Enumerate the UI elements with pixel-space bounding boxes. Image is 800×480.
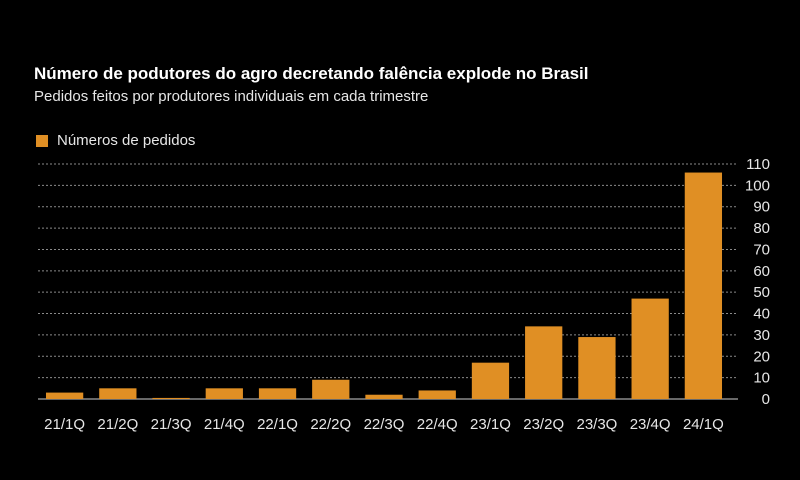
y-axis-ticks: 0 10 20 30 40 50 60 70 80 90 100 110 — [745, 156, 770, 408]
y-tick-label: 80 — [753, 220, 770, 237]
y-tick-label: 50 — [753, 284, 770, 301]
legend-swatch — [36, 134, 48, 147]
x-tick-label: 24/1Q — [683, 416, 724, 433]
y-tick-label: 10 — [753, 370, 770, 387]
chart-subtitle: Pedidos feitos por produtores individuai… — [34, 88, 429, 105]
y-tick-label: 100 — [745, 177, 770, 194]
x-tick-label: 21/1Q — [44, 416, 85, 433]
bar — [684, 172, 723, 399]
bar — [152, 397, 190, 399]
gridlines — [38, 163, 738, 400]
y-tick-label: 90 — [753, 199, 770, 216]
y-tick-label: 60 — [753, 263, 770, 280]
bar — [205, 388, 243, 399]
y-tick-label: 70 — [753, 241, 770, 258]
bar — [631, 298, 669, 399]
x-tick-label: 23/3Q — [576, 416, 617, 433]
x-tick-label: 22/2Q — [310, 416, 351, 433]
y-tick-label: 110 — [746, 156, 770, 173]
y-tick-label: 30 — [753, 327, 770, 344]
bar — [45, 392, 84, 399]
legend-label: Números de pedidos — [57, 132, 196, 149]
bar — [525, 326, 563, 399]
y-tick-label: 0 — [762, 391, 770, 408]
x-tick-label: 21/4Q — [204, 416, 245, 433]
bars — [45, 172, 723, 399]
bar — [365, 394, 403, 399]
legend: Números de pedidos — [36, 132, 195, 149]
x-tick-label: 23/4Q — [630, 416, 671, 433]
bar — [312, 379, 350, 399]
bar — [418, 390, 456, 399]
x-axis-ticks: 21/1Q 21/2Q 21/3Q 21/4Q 22/1Q 22/2Q 22/3Q 22/4Q… — [44, 416, 724, 433]
chart-title: Número de podutores do agro decretando f… — [34, 64, 589, 83]
x-tick-label: 22/4Q — [417, 416, 458, 433]
bar — [99, 388, 137, 399]
y-tick-label: 40 — [753, 306, 770, 323]
x-tick-label: 22/3Q — [364, 416, 405, 433]
bar — [578, 337, 616, 399]
x-tick-label: 21/2Q — [97, 416, 138, 433]
x-tick-label: 22/1Q — [257, 416, 298, 433]
x-tick-label: 23/1Q — [470, 416, 511, 433]
y-tick-label: 20 — [753, 348, 770, 365]
x-tick-label: 23/2Q — [523, 416, 564, 433]
bar — [471, 362, 510, 399]
bar — [258, 388, 297, 399]
x-tick-label: 21/3Q — [151, 416, 192, 433]
